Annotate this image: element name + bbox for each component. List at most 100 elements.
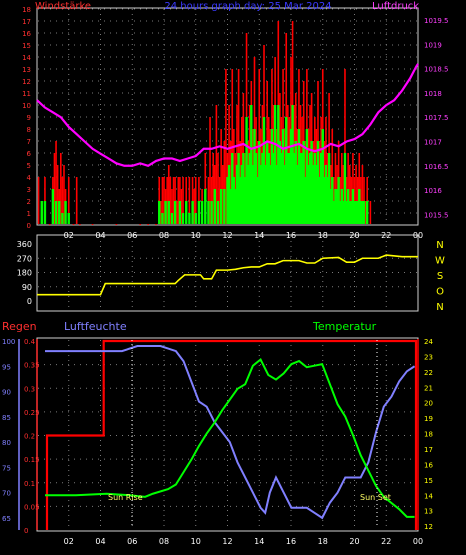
pressure-tick-label: 1018.5 <box>424 66 449 74</box>
temperature-title: Temperatur <box>312 320 377 333</box>
grid-layer <box>38 8 417 529</box>
temperature-tick-label: 18 <box>424 431 433 439</box>
bottom-x-tick-label: 04 <box>95 537 105 546</box>
wind-tick-label: 4 <box>27 174 32 182</box>
wind-tick-label: 0 <box>27 222 31 230</box>
bottom-x-tick-label: 12 <box>222 537 232 546</box>
pressure-tick-label: 1019.5 <box>424 17 449 25</box>
rain-tick-label: 0.4 <box>24 338 36 346</box>
rain-tick-label: 0.3 <box>24 385 35 393</box>
wind-tick-label: 3 <box>27 186 31 194</box>
rain-title: Regen <box>2 320 37 333</box>
pressure-tick-label: 1017.5 <box>424 114 449 122</box>
top-x-tick-label: 08 <box>159 231 169 240</box>
rain-tick-label: 0.15 <box>24 456 40 464</box>
top-x-tick-label: 12 <box>222 231 232 240</box>
temperature-tick-label: 12 <box>424 523 433 531</box>
compass-label: O <box>436 287 444 298</box>
temperature-tick-label: 22 <box>424 369 433 377</box>
data-layer <box>36 21 419 530</box>
compass-label: S <box>437 271 443 282</box>
pressure-tick-label: 1016.5 <box>424 163 449 171</box>
pressure-line <box>36 63 419 167</box>
bottom-x-tick-label: 18 <box>318 537 328 546</box>
top-x-tick-label: 00 <box>413 231 423 240</box>
pressure-title: Luftdruck <box>372 1 419 12</box>
direction-tick-label: 180 <box>17 269 32 278</box>
wind-tick-label: 18 <box>22 6 31 14</box>
wind-tick-label: 8 <box>27 126 31 134</box>
temperature-tick-label: 13 <box>424 508 433 516</box>
wind-tick-label: 10 <box>22 102 31 110</box>
bottom-x-tick-label: 08 <box>159 537 169 546</box>
temperature-tick-label: 17 <box>424 446 433 454</box>
temperature-tick-label: 21 <box>424 384 433 392</box>
humidity-tick-label: 80 <box>2 439 11 447</box>
axis-layer: 01234567891011121314151617181015.5101610… <box>2 6 449 546</box>
temperature-tick-label: 19 <box>424 415 433 423</box>
date-title: 24 hours graph day: 25 Mar 2024 <box>164 1 331 12</box>
humidity-tick-label: 70 <box>2 490 11 498</box>
compass-label: N <box>436 302 443 313</box>
wind-tick-label: 13 <box>22 66 31 74</box>
top-x-tick-label: 16 <box>286 231 296 240</box>
bottom-x-tick-label: 14 <box>254 537 264 546</box>
direction-line <box>37 254 418 296</box>
bottom-x-tick-label: 20 <box>349 537 359 546</box>
wind-title: Windstärke <box>35 1 91 12</box>
top-x-tick-label: 22 <box>381 231 391 240</box>
pressure-tick-label: 1016 <box>424 187 442 195</box>
top-x-tick-label: 06 <box>127 231 137 240</box>
temperature-tick-label: 24 <box>424 338 433 346</box>
rain-tick-label: 0.1 <box>24 480 35 488</box>
top-x-tick-label: 14 <box>254 231 264 240</box>
bottom-x-tick-label: 02 <box>64 537 74 546</box>
rain-tick-label: 0.35 <box>24 362 40 370</box>
pressure-tick-label: 1015.5 <box>424 211 449 219</box>
top-x-tick-label: 02 <box>64 231 74 240</box>
humidity-tick-label: 100 <box>2 338 15 346</box>
wind-tick-label: 12 <box>22 78 31 86</box>
temperature-tick-label: 23 <box>424 353 433 361</box>
temperature-tick-label: 16 <box>424 461 433 469</box>
wind-tick-label: 6 <box>27 150 32 158</box>
temperature-tick-label: 20 <box>424 400 433 408</box>
bottom-x-tick-label: 16 <box>286 537 296 546</box>
temperature-tick-label: 14 <box>424 492 433 500</box>
pressure-tick-label: 1017 <box>424 139 442 147</box>
compass-label: N <box>436 240 443 251</box>
pressure-tick-label: 1018 <box>424 90 442 98</box>
wind-tick-label: 5 <box>27 162 31 170</box>
wind-tick-label: 2 <box>27 198 31 206</box>
wind-tick-label: 17 <box>22 18 31 26</box>
bottom-x-tick-label: 22 <box>381 537 391 546</box>
rain-tick-label: 0.25 <box>24 409 40 417</box>
wind-tick-label: 1 <box>27 210 31 218</box>
rain-tick-label: 0.2 <box>24 433 35 441</box>
humidity-tick-label: 95 <box>2 363 11 371</box>
wind-tick-label: 11 <box>22 90 31 98</box>
humidity-tick-label: 90 <box>2 389 11 397</box>
compass-label: W <box>435 256 445 267</box>
direction-panel-frame <box>36 234 419 312</box>
wind-tick-label: 7 <box>27 138 31 146</box>
rain-tick-label: 0.05 <box>24 503 40 511</box>
bottom-x-tick-label: 10 <box>191 537 201 546</box>
direction-tick-label: 360 <box>17 240 32 249</box>
direction-tick-label: 0 <box>27 297 32 306</box>
humidity-tick-label: 65 <box>2 515 11 523</box>
bottom-x-tick-label: 06 <box>127 537 137 546</box>
wind-tick-label: 15 <box>22 42 31 50</box>
bottom-x-tick-label: 00 <box>413 537 423 546</box>
wind-tick-label: 9 <box>27 114 31 122</box>
humidity-tick-label: 75 <box>2 464 11 472</box>
rain-tick-label: 0 <box>24 527 28 535</box>
temperature-tick-label: 15 <box>424 477 433 485</box>
top-x-tick-label: 18 <box>318 231 328 240</box>
wind-tick-label: 16 <box>22 30 31 38</box>
sunrise-label: Sun Rise <box>108 493 143 502</box>
sunset-label: Sun Set <box>360 493 391 502</box>
rain-line <box>45 339 418 530</box>
